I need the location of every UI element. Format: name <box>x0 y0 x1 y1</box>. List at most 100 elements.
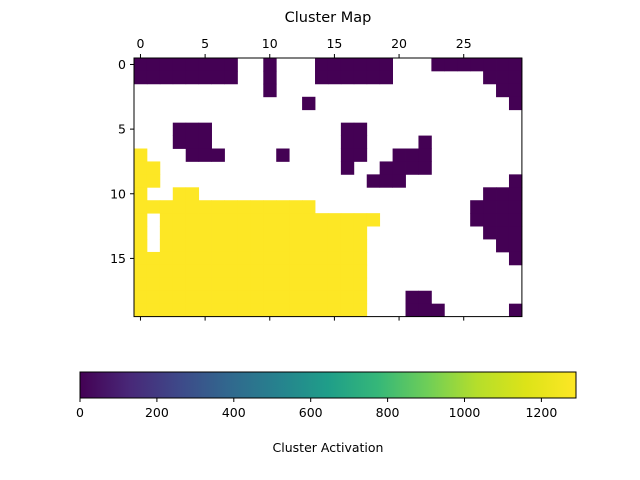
heatmap-cell <box>379 70 393 85</box>
heatmap-cell <box>340 213 355 227</box>
heatmap-cell <box>276 200 290 214</box>
heatmap-cell <box>508 70 523 85</box>
heatmap-cell <box>159 226 174 240</box>
heatmap-cell <box>185 148 200 162</box>
heatmap-cell <box>340 70 355 85</box>
heatmap-cell <box>185 264 200 279</box>
heatmap-cell <box>340 251 355 266</box>
heatmap-cell <box>134 239 148 253</box>
heatmap-cell <box>211 213 225 227</box>
heatmap-cell <box>211 200 225 214</box>
heatmap-cell <box>327 264 342 279</box>
heatmap-cell <box>134 213 148 227</box>
heatmap-cell <box>159 251 174 266</box>
heatmap-cell <box>224 264 238 279</box>
heatmap-cell <box>508 213 523 227</box>
heatmap-cell <box>185 70 200 85</box>
heatmap-cell <box>496 83 510 98</box>
heatmap-cell <box>366 213 381 227</box>
heatmap-cell <box>327 58 342 72</box>
heatmap-cell <box>276 148 290 162</box>
heatmap-cell <box>263 264 277 279</box>
heatmap-cell <box>146 264 161 279</box>
heatmap-cell <box>198 58 212 72</box>
heatmap-cell <box>483 58 497 72</box>
heatmap-cell <box>198 290 212 305</box>
heatmap-cell <box>224 226 238 240</box>
heatmap-cell <box>302 213 316 227</box>
heatmap-cell <box>224 303 238 317</box>
heatmap-cell <box>353 239 368 253</box>
heatmap-cell <box>159 70 174 85</box>
heatmap-cell <box>340 135 355 149</box>
x-tick-label: 5 <box>201 36 209 51</box>
colorbar-tick-label: 200 <box>145 405 169 420</box>
heatmap-cell <box>198 148 212 162</box>
heatmap-cell <box>302 200 316 214</box>
x-axis-bottom-ticks <box>139 316 465 321</box>
heatmap-cell <box>159 239 174 253</box>
heatmap-cell <box>159 213 174 227</box>
heatmap-cell <box>224 239 238 253</box>
heatmap-frame <box>133 57 523 318</box>
heatmap-cell <box>198 70 212 85</box>
colorbar-tick-label: 1000 <box>449 405 481 420</box>
chart-title: Cluster Map <box>285 10 372 26</box>
heatmap-cell <box>211 239 225 253</box>
heatmap-cell <box>263 251 277 266</box>
heatmap-cell <box>315 251 329 266</box>
heatmap-cell <box>276 264 290 279</box>
heatmap-cell <box>327 303 342 317</box>
x-tick-label: 20 <box>391 36 407 51</box>
heatmap-cell <box>392 174 406 188</box>
heatmap-cell <box>483 213 497 227</box>
heatmap-cell <box>172 122 187 136</box>
heatmap-cell <box>250 213 264 227</box>
heatmap-cell <box>237 239 251 253</box>
heatmap-cell <box>340 148 355 162</box>
heatmap-cell <box>263 200 277 214</box>
heatmap-cell <box>353 303 368 317</box>
heatmap-cell <box>302 96 316 111</box>
heatmap-cell <box>250 277 264 292</box>
heatmap-cell <box>327 70 342 85</box>
heatmap-cell <box>276 251 290 266</box>
heatmap-cell <box>224 290 238 305</box>
heatmap-cell <box>340 264 355 279</box>
heatmap-cell <box>172 239 187 253</box>
heatmap-cell <box>315 264 329 279</box>
heatmap-cell <box>444 58 458 72</box>
heatmap-cell <box>392 161 406 175</box>
heatmap-cell <box>483 70 497 85</box>
heatmap-cell <box>224 58 238 72</box>
heatmap-cell <box>353 135 368 149</box>
heatmap-cell <box>185 303 200 317</box>
heatmap-cell <box>198 200 212 214</box>
heatmap-cell <box>340 303 355 317</box>
heatmap-cell <box>276 213 290 227</box>
heatmap-cell <box>405 161 419 175</box>
heatmap-cell <box>159 264 174 279</box>
heatmap-cell <box>276 290 290 305</box>
heatmap-cell <box>327 277 342 292</box>
heatmap-cell <box>172 226 187 240</box>
heatmap-cell <box>198 264 212 279</box>
heatmap-cell <box>237 226 251 240</box>
colorbar-tick-label: 400 <box>222 405 246 420</box>
heatmap-cell <box>185 122 200 136</box>
heatmap-cell <box>315 239 329 253</box>
heatmap-cell <box>211 277 225 292</box>
heatmap-cell <box>302 251 316 266</box>
heatmap-cell <box>496 200 510 214</box>
heatmap-cell <box>134 303 148 317</box>
heatmap-cell <box>315 58 329 72</box>
heatmap-cell <box>327 251 342 266</box>
heatmap-cell <box>263 83 277 98</box>
heatmap-cell <box>353 213 368 227</box>
heatmap-cell <box>250 251 264 266</box>
heatmap-cell <box>146 161 161 175</box>
heatmap-cell <box>172 264 187 279</box>
heatmap-cell <box>327 239 342 253</box>
heatmap-cell <box>211 58 225 72</box>
heatmap-cell <box>289 264 303 279</box>
